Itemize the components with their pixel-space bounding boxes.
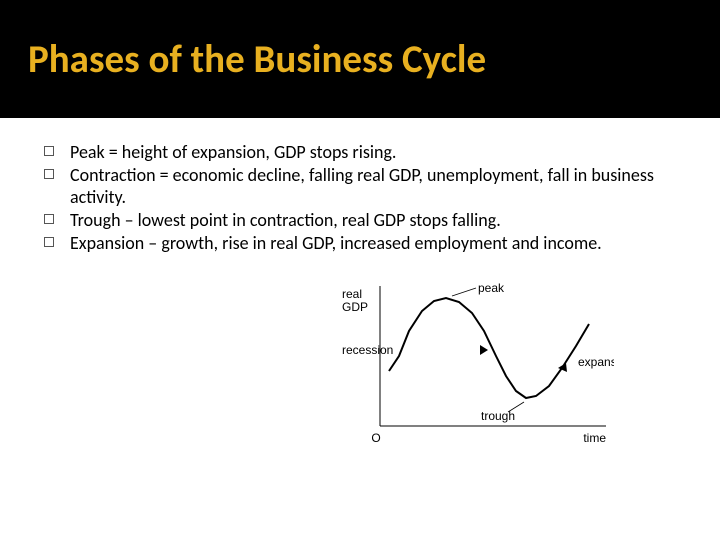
page-title: Phases of the Business Cycle [28,36,486,83]
list-item: Peak = height of expansion, GDP stops ri… [44,142,684,164]
svg-text:peak: peak [478,281,505,295]
svg-text:real: real [342,287,362,301]
list-text: Peak = height of expansion, GDP stops ri… [70,141,396,163]
checkbox-icon [44,169,54,179]
list-item: Expansion – growth, rise in real GDP, in… [44,233,684,255]
list-item: Trough – lowest point in contraction, re… [44,210,684,232]
svg-text:expansion: expansion [578,355,614,369]
body-area: Peak = height of expansion, GDP stops ri… [0,118,720,466]
checkbox-icon [44,214,54,224]
chart-container: realGDPOtimepeaktroughrecessionexpansion [44,256,684,456]
svg-text:O: O [371,431,380,445]
bullet-list: Peak = height of expansion, GDP stops ri… [44,142,684,255]
list-text: Expansion – growth, rise in real GDP, in… [70,232,602,254]
checkbox-icon [44,237,54,247]
svg-text:recession: recession [342,343,393,357]
checkbox-icon [44,146,54,156]
list-text: Contraction = economic decline, falling … [70,164,654,208]
title-band: Phases of the Business Cycle [0,0,720,118]
list-text: Trough – lowest point in contraction, re… [70,209,501,231]
svg-text:time: time [583,431,606,445]
svg-text:GDP: GDP [342,300,368,314]
list-item: Contraction = economic decline, falling … [44,165,684,209]
business-cycle-chart: realGDPOtimepeaktroughrecessionexpansion [334,276,614,456]
